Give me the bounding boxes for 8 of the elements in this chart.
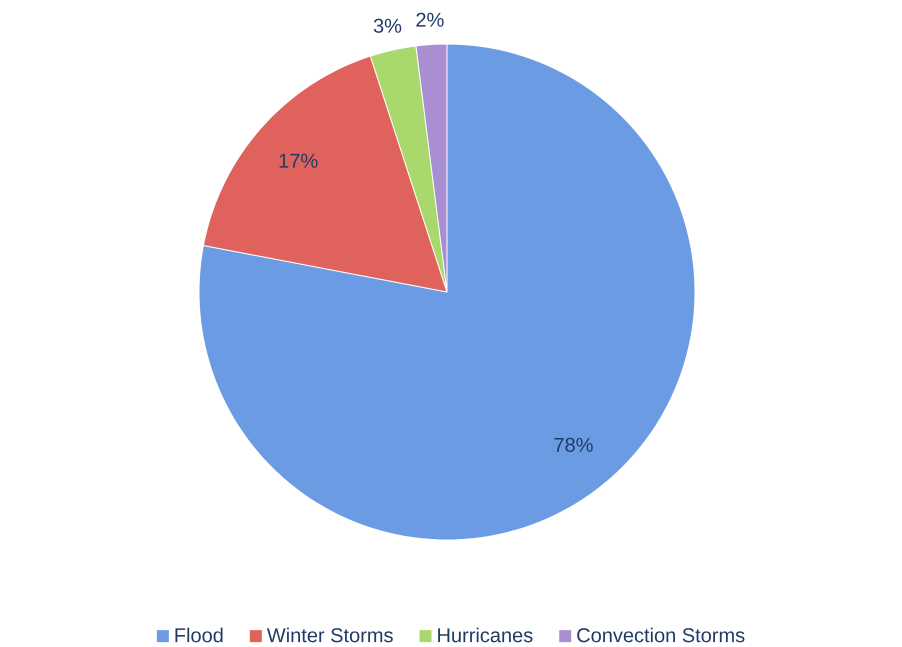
legend-label: Convection Storms	[577, 628, 744, 642]
data-label: 78%	[554, 438, 593, 452]
data-label: 2%	[416, 12, 444, 27]
legend-label: Hurricanes	[438, 628, 532, 642]
data-label: 3%	[374, 18, 402, 33]
data-label: 17%	[280, 154, 318, 168]
legend-label: Winter Storms	[266, 628, 393, 642]
legend-label: Flood	[175, 628, 223, 642]
